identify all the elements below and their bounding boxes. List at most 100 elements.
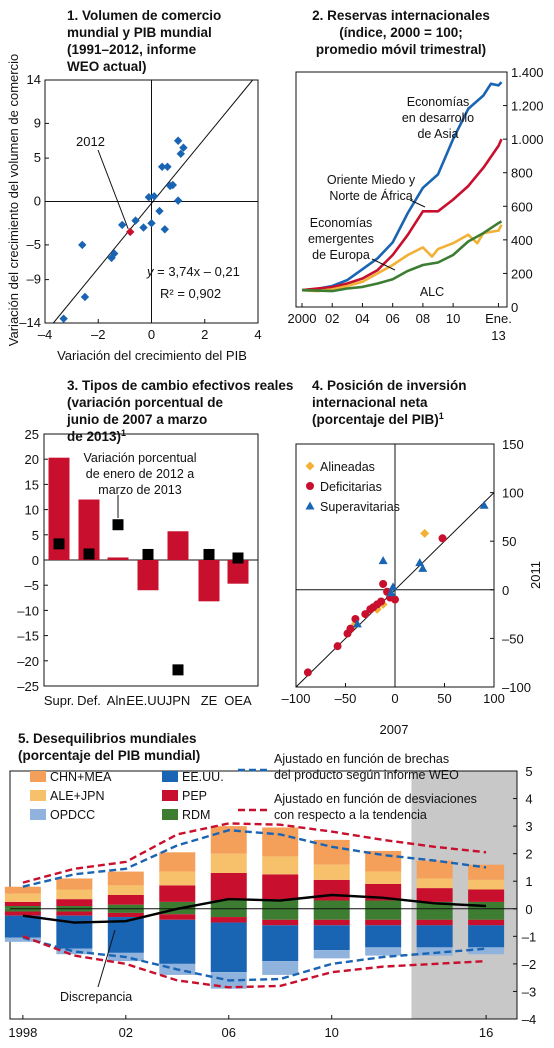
y-tick-label: 2 xyxy=(525,847,532,862)
data-point xyxy=(179,143,188,152)
stacked-bar-segment xyxy=(313,900,350,909)
data-point xyxy=(173,136,183,145)
bar xyxy=(137,560,159,591)
series-label: Oriente Miedo y xyxy=(327,173,416,187)
stacked-bar-segment xyxy=(4,937,41,942)
legend-swatch xyxy=(30,809,46,820)
bar xyxy=(167,531,189,560)
data-point xyxy=(378,556,388,565)
x-tick-label-year: 13 xyxy=(491,328,505,343)
stacked-bar-segment xyxy=(159,908,196,915)
stacked-bar-segment xyxy=(468,864,505,880)
highlight-leader xyxy=(97,149,129,230)
x-tick-label: OEA xyxy=(224,693,252,708)
y-tick-label: 1.200 xyxy=(511,99,544,114)
y-tick-label: –100 xyxy=(502,680,531,695)
legend-label: Alineadas xyxy=(320,460,375,474)
stacked-bar-segment xyxy=(468,889,505,902)
stacked-bar-segment xyxy=(365,919,402,926)
y-tick-label: –10 xyxy=(17,603,39,618)
x-tick-label: 50 xyxy=(437,691,451,706)
stacked-bar-segment xyxy=(210,908,247,918)
panel-trade-gdp: 1. Volumen de comercio mundial y PIB mund… xyxy=(6,8,262,363)
stacked-bar-segment xyxy=(262,961,299,975)
y-tick-label: –14 xyxy=(19,315,41,330)
stacked-bar-segment xyxy=(210,922,247,973)
stacked-bar-segment xyxy=(262,827,299,857)
series-label: Economías xyxy=(310,216,373,230)
y-tick-label: –50 xyxy=(502,631,524,646)
series-label: de Asia xyxy=(417,127,458,141)
stacked-bar-segment xyxy=(416,908,453,920)
stacked-bar-segment xyxy=(4,906,41,909)
y-tick-label: 1 xyxy=(525,874,532,889)
data-point xyxy=(361,610,370,619)
x-axis-label: Variación del crecimiento del PIB xyxy=(57,348,247,363)
stacked-bar-segment xyxy=(56,948,93,955)
series-label: ALC xyxy=(420,285,444,299)
y-tick-label: –1 xyxy=(522,929,536,944)
data-point xyxy=(149,192,159,201)
x-tick-label: Supr. xyxy=(44,693,74,708)
x-tick-label: 10 xyxy=(324,1025,338,1040)
legend-label: OPDCC xyxy=(50,808,95,822)
y-tick-label: 0 xyxy=(502,583,509,598)
stacked-bar-segment xyxy=(159,919,196,964)
data-point xyxy=(415,558,425,567)
panel-title-line: junio de 2007 a marzo xyxy=(66,412,207,427)
stacked-bar-segment xyxy=(262,856,299,875)
x-tick-label: 2000 xyxy=(288,311,317,326)
data-point xyxy=(346,624,355,633)
stacked-bar-segment xyxy=(56,911,93,916)
legend-label: ALE+JPN xyxy=(50,789,105,803)
series-leader xyxy=(409,199,426,208)
panel-real-effective-exchange-rates: 3. Tipos de cambio efectivos reales (vari… xyxy=(17,378,293,708)
legend-label: con respecto a la tendencia xyxy=(274,808,427,822)
stacked-bar-segment xyxy=(468,919,505,926)
panel-title-line: mundial y PIB mundial xyxy=(67,25,212,40)
x-tick-label: Ene. xyxy=(485,311,512,326)
y-tick-label: 5 xyxy=(34,150,41,165)
series-label: Economías xyxy=(407,95,470,109)
y-tick-label: –25 xyxy=(17,679,39,694)
adjusted-band-upper xyxy=(22,828,487,888)
adjusted-band-upper xyxy=(22,822,487,884)
stacked-bar-segment xyxy=(107,912,144,918)
panel-title-line: WEO actual) xyxy=(67,59,147,74)
stacked-bar-segment xyxy=(365,908,402,920)
discrepancy-label: Discrepancia xyxy=(60,990,132,1004)
x-tick-label: JPN xyxy=(166,693,191,708)
data-point xyxy=(176,149,185,158)
x-tick-label: 2 xyxy=(201,327,208,342)
panel-net-international-investment-position: 4. Posición de inversión internacional ne… xyxy=(282,378,543,737)
panel-title-line: de 2013)1 xyxy=(67,428,126,444)
x-tick-label: 08 xyxy=(416,311,430,326)
y-tick-label: –2 xyxy=(522,957,536,972)
stacked-bar-segment xyxy=(4,908,41,912)
y-tick-label: 5 xyxy=(525,764,532,779)
stacked-bar-segment xyxy=(262,908,299,920)
panel-title-line: 1. Volumen de comercio xyxy=(67,8,221,23)
x-tick-label: 0 xyxy=(148,327,155,342)
x-tick-label: 1998 xyxy=(8,1025,37,1040)
stacked-bar-segment xyxy=(107,904,144,909)
marker-legend-label: Variación porcentual xyxy=(83,451,196,465)
title-superscript: 1 xyxy=(121,428,126,438)
data-point xyxy=(139,223,148,232)
panel-international-reserves: 2. Reservas internacionales (índice, 2000… xyxy=(288,8,544,343)
bar xyxy=(227,560,249,584)
y-tick-label: 0 xyxy=(525,902,532,917)
x-tick-label: 04 xyxy=(355,311,369,326)
stacked-bar-segment xyxy=(56,899,93,907)
x-tick-label: 06 xyxy=(222,1025,236,1040)
data-point xyxy=(160,225,170,234)
stacked-bar-segment xyxy=(313,864,350,880)
fit-r2: R² = 0,902 xyxy=(160,286,221,301)
stacked-bar-segment xyxy=(416,860,453,879)
y-tick-label: 600 xyxy=(511,199,533,214)
data-point xyxy=(333,642,342,651)
fit-equation: y = 3,74x – 0,21 xyxy=(146,264,240,279)
highlight-label: 2012 xyxy=(76,134,105,149)
panel-title-line: internacional neta xyxy=(312,395,428,410)
series-line xyxy=(301,138,503,292)
